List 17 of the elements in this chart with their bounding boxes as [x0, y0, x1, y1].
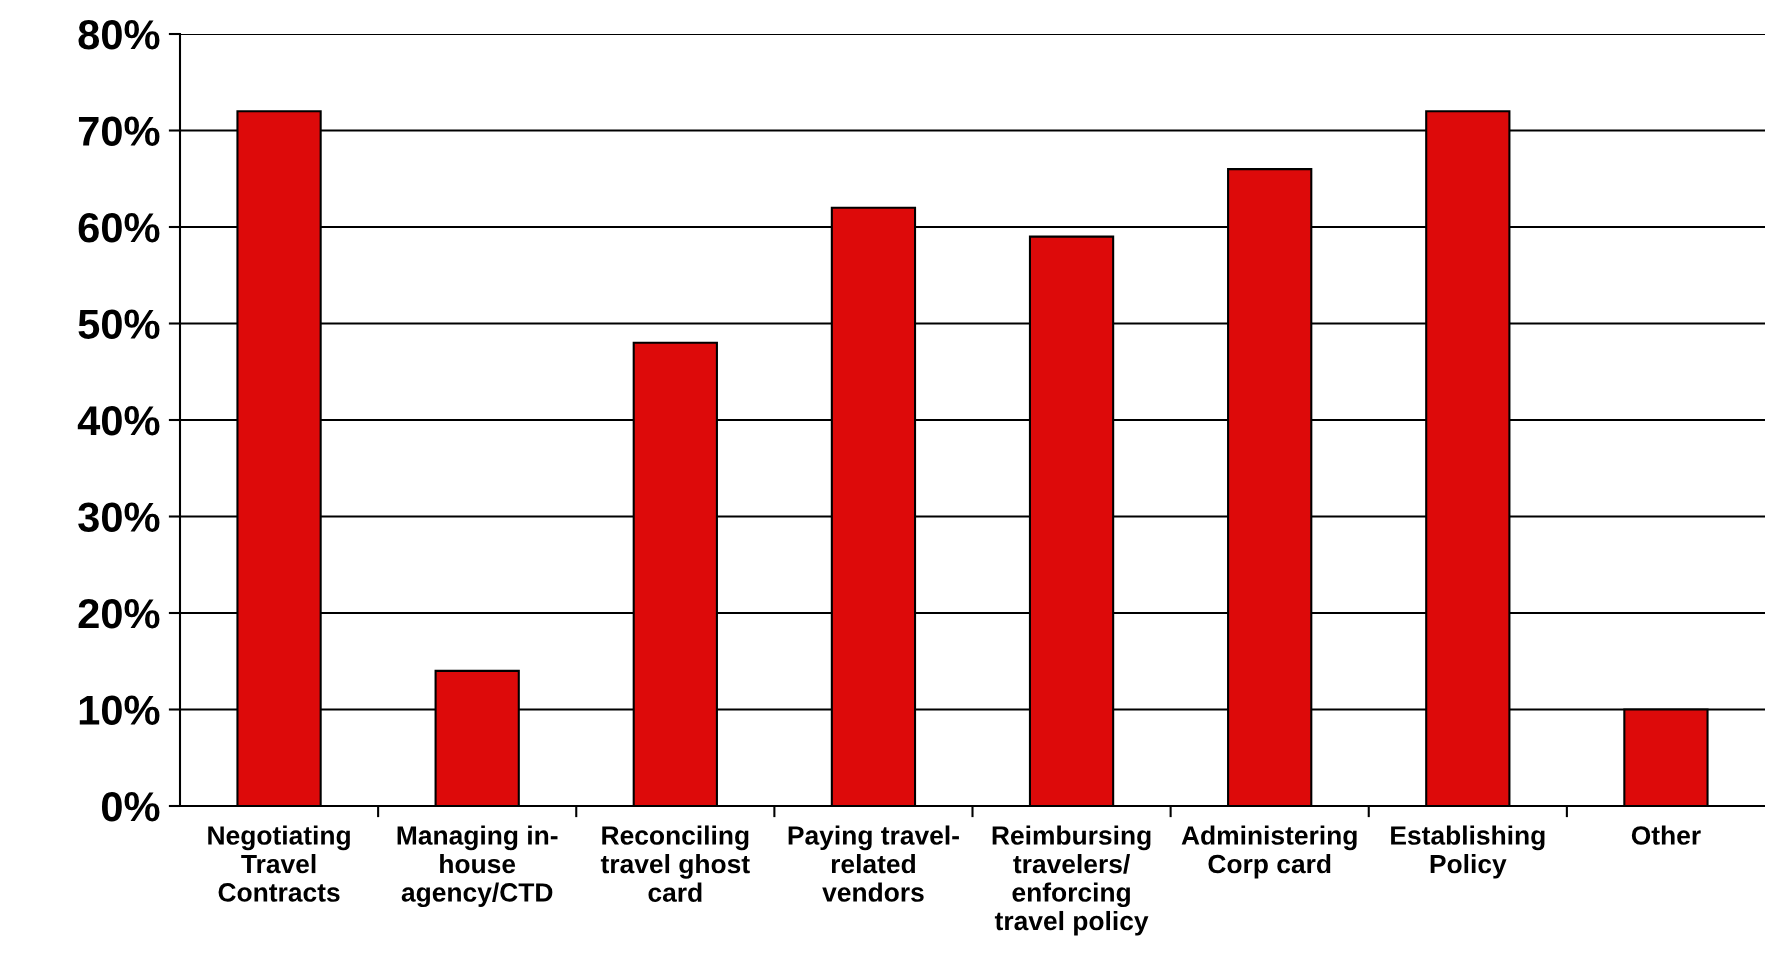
x-tick-label: Negotiating Travel Contracts: [208, 825, 350, 902]
y-tick-label: 50%: [78, 309, 160, 340]
x-tick-label: Administering Corp card: [1181, 825, 1357, 879]
y-tick-label: 70%: [78, 116, 160, 147]
y-tick-label: 0%: [101, 792, 160, 822]
y-tick-label: 20%: [78, 599, 160, 629]
x-tick-label: Other: [1631, 825, 1701, 845]
y-tick-label: 80%: [78, 20, 160, 50]
y-tick-label: 10%: [79, 695, 160, 726]
x-tick-label: Establishing Policy: [1391, 825, 1545, 879]
y-tick-label: 40%: [77, 406, 160, 436]
x-tick-label: Reconciling travel ghost card: [600, 825, 750, 902]
y-tick-label: 60%: [78, 213, 160, 243]
x-tick-label: Paying travel- related vendors: [788, 825, 959, 902]
y-tick-label: 30%: [78, 502, 160, 533]
x-tick-label: Reimbursing travelers/ enforcing travel policy: [992, 825, 1151, 936]
x-tick-label: Managing in- house agency/CTD: [397, 825, 558, 908]
